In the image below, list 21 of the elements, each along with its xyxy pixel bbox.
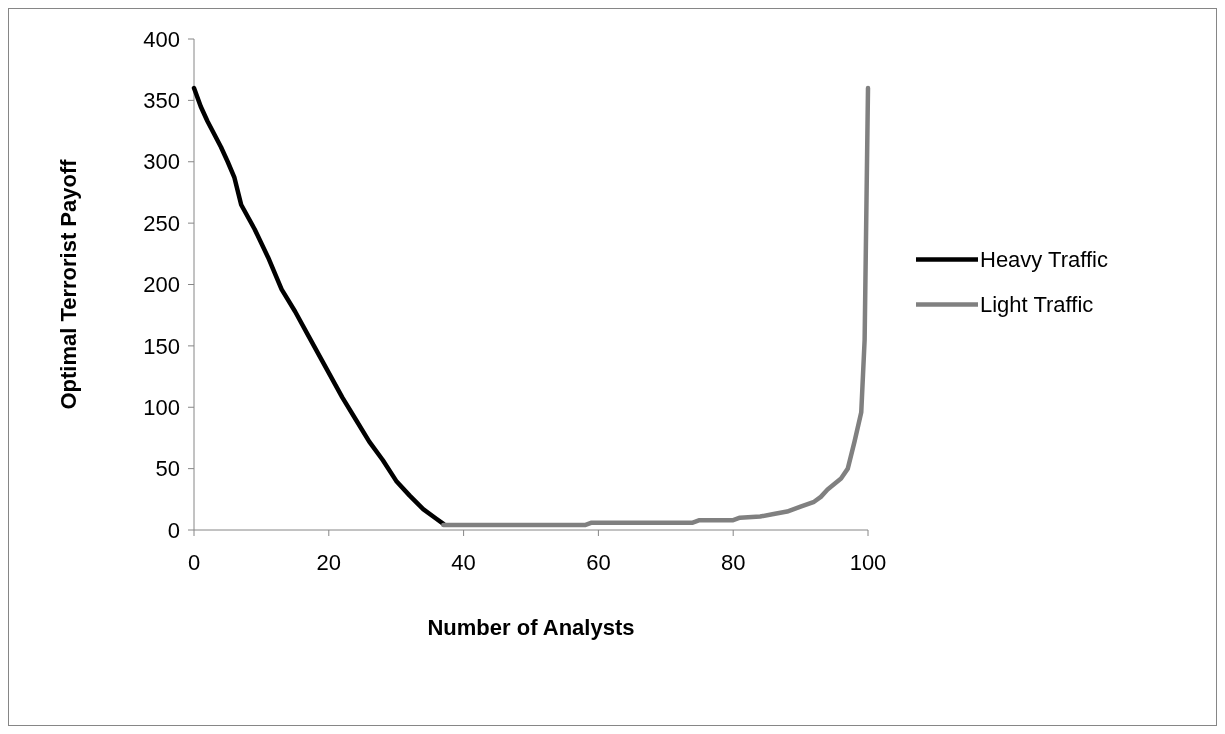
y-tick-label: 100: [143, 394, 180, 420]
x-tick-label: 80: [720, 550, 746, 575]
y-tick-label: 50: [155, 456, 180, 482]
x-axis-title: Number of Analysts: [427, 615, 635, 640]
y-tick-label: 300: [143, 149, 180, 175]
x-tick-label: 60: [586, 550, 611, 575]
y-tick-label: 200: [143, 272, 180, 298]
x-tick-label: 100: [849, 550, 887, 575]
x-tick-label: 20: [316, 550, 342, 575]
line-series: [441, 85, 871, 528]
y-tick-label: 400: [143, 26, 180, 52]
legend-label: Heavy Traffic: [980, 247, 1108, 273]
y-tick-label: 250: [143, 210, 180, 236]
legend-label: Light Traffic: [980, 292, 1094, 318]
y-axis-title: Optimal Terrorist Payoff: [56, 158, 81, 410]
y-tick-label: 0: [167, 517, 180, 543]
y-tick-label: 150: [143, 333, 180, 359]
y-tick-label: 350: [143, 88, 180, 114]
x-tick-label: 40: [451, 550, 476, 575]
line-series: [191, 85, 446, 527]
x-tick-label: 0: [187, 550, 201, 575]
